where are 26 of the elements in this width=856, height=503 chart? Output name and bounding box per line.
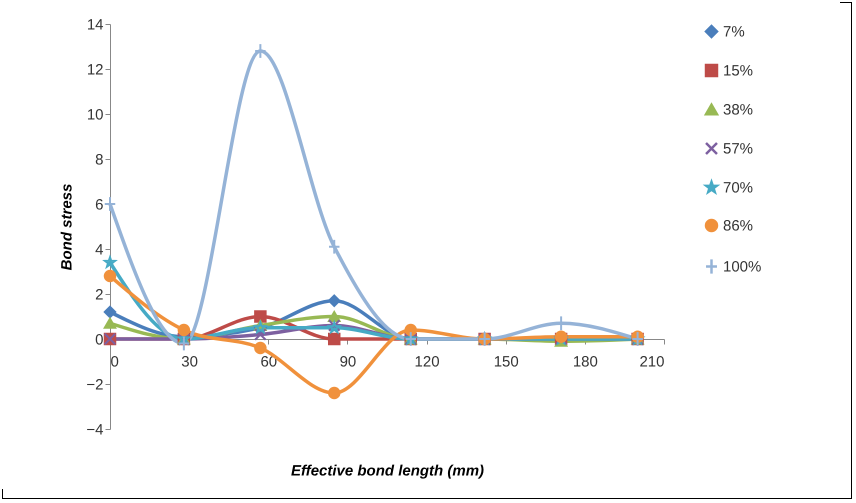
x-tick-label: 180 (572, 354, 598, 370)
legend-label: 38% (723, 102, 754, 118)
legend-label: 70% (723, 180, 754, 196)
x-tick-label: 0 (110, 354, 119, 370)
legend-label: 15% (723, 62, 754, 80)
x-axis-title: Effective bond length (mm) (290, 462, 484, 480)
y-tick-label: 6 (95, 196, 104, 214)
y-tick-label: −2 (86, 376, 104, 394)
y-tick-label: 10 (86, 106, 104, 124)
x-tick-label: 120 (414, 354, 440, 370)
legend-label: 7% (723, 24, 745, 40)
y-tick-label: 2 (95, 286, 104, 304)
x-tick-label: 210 (639, 354, 664, 370)
y-tick-label: −4 (86, 422, 104, 438)
legend-label: 86% (723, 218, 754, 234)
y-tick-label: 4 (95, 242, 104, 258)
y-tick-label: 14 (86, 16, 104, 34)
x-tick-label: 90 (340, 354, 356, 370)
y-tick-label: 0 (95, 332, 104, 348)
x-tick-label: 150 (494, 354, 519, 370)
y-axis-title: Bond stress (58, 184, 76, 270)
legend-label: 100% (723, 258, 762, 276)
y-tick-label: 12 (86, 62, 104, 78)
legend-label: 57% (723, 140, 754, 158)
y-tick-label: 8 (95, 152, 104, 168)
x-tick-label: 30 (181, 354, 198, 370)
